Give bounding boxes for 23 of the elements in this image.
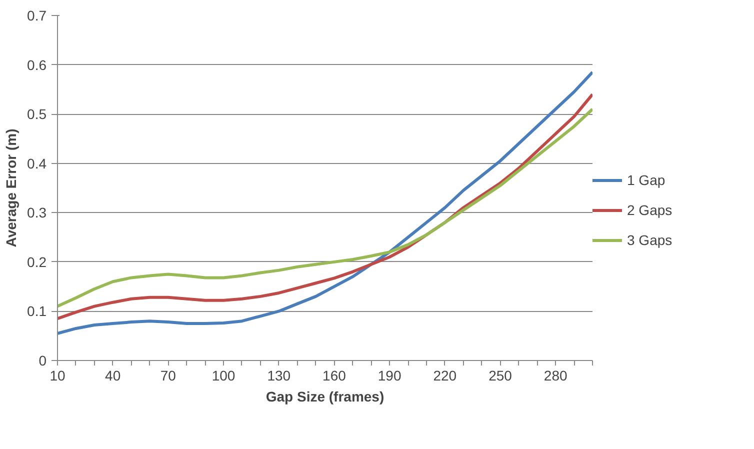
legend-label: 2 Gaps (627, 202, 674, 218)
y-tick-label: 0.2 (27, 254, 47, 270)
legend-label: 3 Gaps (627, 232, 674, 248)
x-tick-label: 130 (267, 368, 291, 384)
x-tick-label: 280 (544, 368, 568, 384)
x-tick-label: 160 (322, 368, 346, 384)
x-tick-label: 100 (212, 368, 236, 384)
legend-label: 1 Gap (627, 172, 666, 188)
x-tick-label: 10 (50, 368, 66, 384)
y-tick-label: 0.1 (27, 303, 47, 320)
y-axis-title: Average Error (m) (3, 128, 20, 248)
y-tick-label: 0.7 (27, 8, 47, 24)
x-tick-label: 220 (433, 368, 457, 384)
y-tick-label: 0.3 (27, 204, 47, 221)
y-tick-label: 0.4 (27, 155, 47, 172)
x-tick-label: 70 (160, 368, 176, 384)
y-tick-label: 0.6 (27, 56, 47, 73)
x-tick-label: 40 (105, 368, 121, 384)
x-tick-label: 250 (488, 368, 512, 384)
x-axis-title: Gap Size (frames) (266, 388, 384, 404)
y-tick-label: 0 (38, 352, 47, 368)
x-tick-label: 190 (378, 368, 402, 384)
y-tick-label: 0.5 (27, 106, 47, 122)
